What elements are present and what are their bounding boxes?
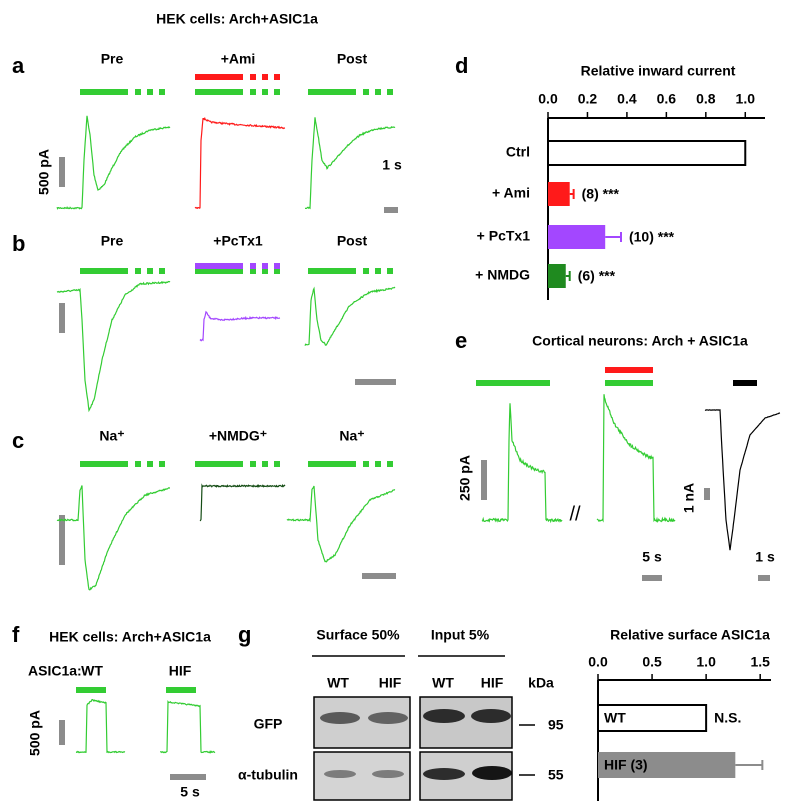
condition-label: Pre xyxy=(101,233,124,249)
x-tick-label: 1.0 xyxy=(696,654,716,670)
bar xyxy=(598,752,736,778)
annotation: (8) *** xyxy=(582,186,620,202)
current-trace xyxy=(304,286,396,346)
row-label: GFP xyxy=(254,716,283,732)
annotation: (6) *** xyxy=(578,268,616,284)
current-trace xyxy=(160,699,216,754)
scale-label: 1 s xyxy=(382,157,402,173)
condition-label: Pre xyxy=(101,51,124,67)
category-label: WT xyxy=(604,710,626,726)
kda-value: 55 xyxy=(548,767,564,783)
group-label: Surface 50% xyxy=(316,627,400,643)
bar xyxy=(548,182,570,206)
scale-label: 1 s xyxy=(755,549,775,565)
current-trace xyxy=(56,115,171,210)
current-trace xyxy=(481,403,563,524)
x-tick-label: 0.2 xyxy=(578,91,598,107)
category-label: + Ami xyxy=(492,185,530,201)
annotation: (10) *** xyxy=(629,229,675,245)
row-label: ASIC1a: xyxy=(28,663,82,679)
x-tick-label: 0.8 xyxy=(696,91,716,107)
panel-label: g xyxy=(238,622,251,647)
annotation: N.S. xyxy=(714,710,741,726)
category-label: + NMDG xyxy=(475,267,530,283)
panel-label: f xyxy=(12,622,20,647)
panel-label: a xyxy=(12,53,25,78)
current-trace xyxy=(704,409,781,551)
x-tick-label: 0.5 xyxy=(642,654,662,670)
group-label: Input 5% xyxy=(431,627,490,643)
bar xyxy=(597,704,708,732)
x-tick-label: 1.0 xyxy=(736,91,756,107)
condition-label: HIF xyxy=(169,663,192,679)
x-tick-label: 0.4 xyxy=(617,91,637,107)
lane-label: WT xyxy=(432,675,454,691)
bar xyxy=(548,225,606,249)
kda-value: 95 xyxy=(548,717,564,733)
bar xyxy=(548,264,566,288)
panel-label: d xyxy=(455,53,468,78)
condition-label: Post xyxy=(337,233,368,249)
panel-label: c xyxy=(12,428,24,453)
current-trace xyxy=(286,485,396,563)
bar xyxy=(547,140,747,166)
condition-label: +NMDG⁺ xyxy=(209,428,267,444)
condition-label: Na⁺ xyxy=(99,428,124,444)
current-trace xyxy=(199,483,286,522)
lane-label: WT xyxy=(327,675,349,691)
scale-label: 500 pA xyxy=(36,149,52,195)
kda-label: kDa xyxy=(528,675,554,691)
blot xyxy=(313,696,513,801)
figure-title: HEK cells: Arch+ASIC1a xyxy=(156,11,318,27)
current-trace xyxy=(199,310,281,342)
scale-label: 1 nA xyxy=(681,483,697,513)
current-trace xyxy=(56,280,171,413)
panel-title: Cortical neurons: Arch + ASIC1a xyxy=(532,333,748,349)
current-trace xyxy=(56,485,170,591)
x-tick-label: 0.0 xyxy=(588,654,608,670)
x-tick-label: 0.6 xyxy=(657,91,677,107)
category-label: Ctrl xyxy=(506,144,530,160)
condition-label: Na⁺ xyxy=(339,428,364,444)
lane-label: HIF xyxy=(481,675,504,691)
category-label: HIF (3) xyxy=(604,757,648,773)
current-trace xyxy=(194,116,286,210)
lane-label: HIF xyxy=(379,675,402,691)
current-trace xyxy=(596,394,676,523)
scale-label: 5 s xyxy=(180,784,200,800)
panel-label: e xyxy=(455,328,467,353)
condition-label: Post xyxy=(337,51,368,67)
current-trace xyxy=(304,117,396,210)
condition-label: WT xyxy=(81,663,103,679)
category-label: + PcTx1 xyxy=(477,228,531,244)
break-mark: // xyxy=(569,503,581,525)
condition-label: +PcTx1 xyxy=(213,233,263,249)
panel-label: b xyxy=(12,231,25,256)
scale-label: 250 pA xyxy=(457,455,473,501)
row-label: α-tubulin xyxy=(238,767,298,783)
chart-title: Relative surface ASIC1a xyxy=(610,627,770,643)
panel-title: HEK cells: Arch+ASIC1a xyxy=(49,629,211,645)
x-tick-label: 0.0 xyxy=(538,91,558,107)
scale-label: 5 s xyxy=(642,549,662,565)
current-trace xyxy=(75,699,126,754)
scale-label: 500 pA xyxy=(27,710,43,756)
condition-label: +Ami xyxy=(221,51,256,67)
chart-title: Relative inward current xyxy=(581,63,736,79)
x-tick-label: 1.5 xyxy=(750,654,770,670)
